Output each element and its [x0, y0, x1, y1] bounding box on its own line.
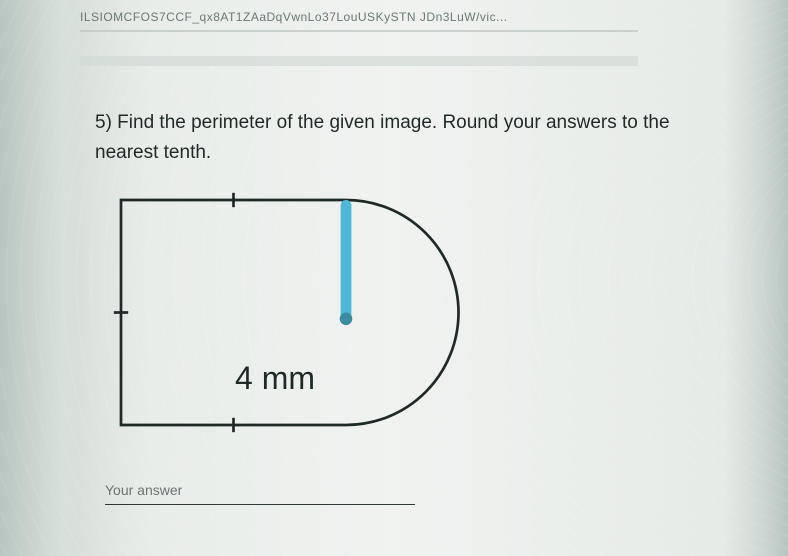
question-line: nearest tenth.: [95, 142, 211, 163]
figure-svg: [112, 182, 472, 452]
url-fragment: ILSIOMCFOS7CCF_qx8AT1ZAaDqVwnLo37LouUSKy…: [80, 10, 640, 24]
perimeter-figure: [112, 182, 472, 452]
dimension-label: 4 mm: [235, 360, 315, 397]
question-text: 5) Find the perimeter of the given image…: [95, 108, 688, 168]
question-line: 5) Find the perimeter of the given image…: [95, 112, 670, 133]
answer-field[interactable]: Your answer: [105, 482, 415, 505]
divider: [80, 56, 638, 66]
answer-placeholder: Your answer: [105, 482, 415, 498]
answer-underline: [105, 504, 415, 505]
divider: [80, 30, 638, 32]
